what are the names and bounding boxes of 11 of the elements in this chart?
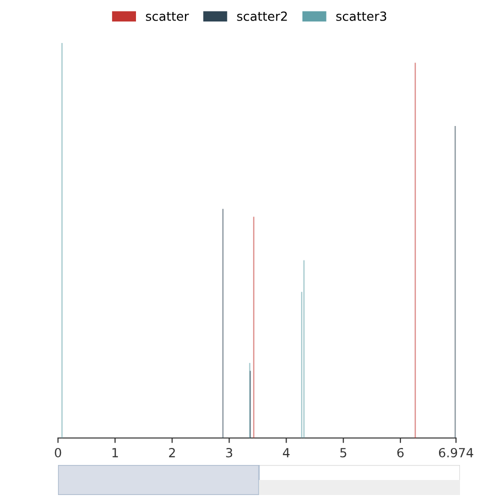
x-tick-label: 4 xyxy=(282,448,290,458)
x-tick-label: 6.974 xyxy=(438,448,474,458)
legend-label: scatter xyxy=(146,12,189,21)
x-tick-label: 0 xyxy=(54,448,62,458)
legend-label: scatter2 xyxy=(237,11,287,21)
x-tick-label: 6 xyxy=(397,448,404,458)
x-tick-label: 2 xyxy=(169,448,175,458)
x-tick-label: 1 xyxy=(112,448,118,458)
legend-label: scatter3 xyxy=(336,11,386,21)
x-tick-label: 3 xyxy=(226,448,232,458)
x-tick-label: 5 xyxy=(340,448,346,458)
